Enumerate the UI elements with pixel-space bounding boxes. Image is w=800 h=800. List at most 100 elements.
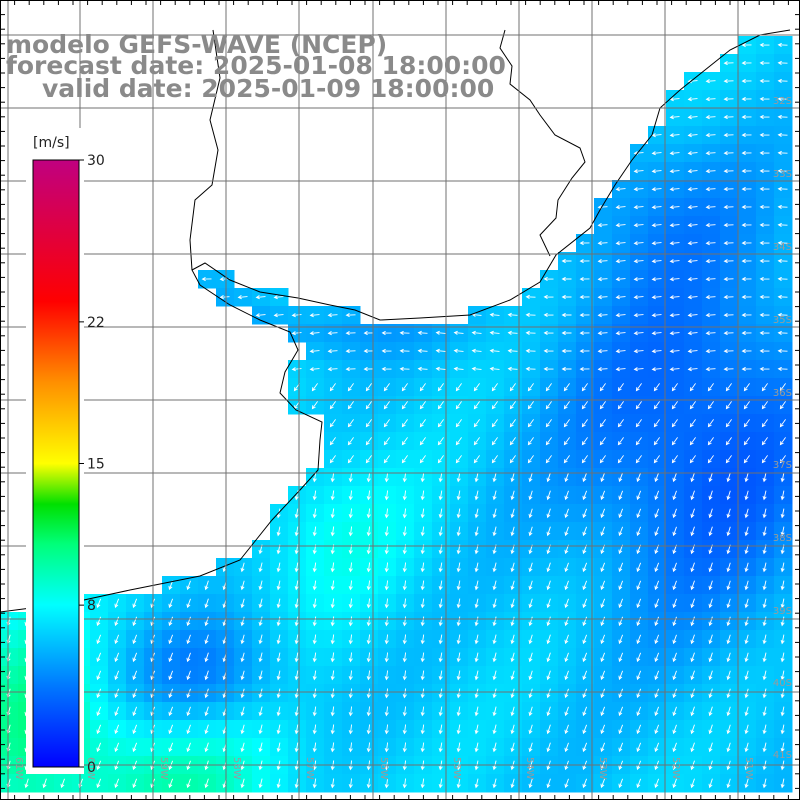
- wind-arrow: [633, 187, 644, 192]
- colorbar: [m/s] 30 22 15 8 0: [26, 128, 105, 776]
- wind-arrow: [510, 616, 515, 627]
- wind-arrow: [636, 562, 642, 573]
- wind-arrow: [636, 670, 642, 681]
- wind-arrow: [383, 383, 390, 392]
- wind-arrow: [615, 349, 626, 354]
- wind-arrow: [672, 706, 677, 717]
- wind-arrow: [399, 330, 410, 335]
- wind-arrow: [527, 437, 534, 446]
- wind-arrow: [759, 114, 770, 120]
- wind-arrow: [186, 580, 191, 591]
- wind-arrow: [651, 277, 662, 282]
- wind-arrow: [564, 688, 569, 699]
- wind-arrow: [348, 562, 353, 573]
- wind-arrow: [401, 383, 408, 392]
- wind-arrow: [725, 401, 732, 410]
- wind-arrow: [636, 598, 642, 609]
- wind-arrow: [546, 598, 551, 609]
- wind-arrow: [564, 706, 569, 717]
- wind-arrow: [654, 508, 660, 519]
- wind-arrow: [273, 313, 284, 318]
- wind-arrow: [669, 115, 680, 120]
- wind-arrow: [582, 580, 588, 591]
- wind-arrow: [420, 580, 425, 591]
- wind-arrow: [759, 96, 770, 102]
- wind-arrow: [690, 508, 695, 519]
- wind-arrow: [435, 366, 446, 371]
- wind-arrow: [618, 652, 624, 663]
- wind-arrow: [456, 490, 461, 501]
- longitude-label: 55W: [451, 757, 462, 780]
- wind-arrow: [363, 366, 374, 372]
- wind-arrow: [294, 616, 299, 627]
- wind-arrow: [204, 778, 209, 789]
- latitude-label: 35S: [773, 315, 792, 326]
- wind-arrow: [654, 742, 660, 753]
- wind-arrow: [636, 490, 642, 501]
- wind-arrow: [168, 688, 174, 699]
- wind-arrow: [402, 670, 407, 681]
- wind-arrow: [402, 526, 407, 537]
- wind-arrow: [726, 688, 731, 699]
- wind-arrow: [96, 742, 102, 753]
- wind-arrow: [762, 580, 767, 591]
- wind-arrow: [528, 652, 533, 663]
- wind-arrow: [492, 742, 497, 753]
- wind-arrow: [347, 437, 354, 446]
- wind-arrow: [419, 419, 426, 428]
- wind-arrow: [672, 580, 677, 591]
- wind-arrow: [168, 778, 174, 789]
- wind-arrow: [600, 508, 606, 519]
- wind-arrow: [474, 652, 479, 663]
- wind-arrow: [474, 778, 479, 789]
- wind-arrow: [366, 598, 371, 609]
- wind-arrow: [240, 616, 245, 627]
- wind-arrow: [726, 490, 731, 501]
- wind-arrow: [258, 616, 263, 627]
- wind-arrow: [741, 330, 752, 336]
- wind-arrow: [777, 258, 788, 263]
- wind-arrow: [582, 598, 588, 609]
- wind-arrow: [365, 383, 372, 392]
- wind-arrow: [654, 706, 660, 717]
- wind-arrow: [311, 383, 318, 392]
- wind-arrow: [653, 437, 660, 446]
- wind-arrow: [510, 562, 515, 573]
- wind-arrow: [564, 724, 569, 735]
- wind-arrow: [705, 115, 716, 120]
- wind-arrow: [615, 313, 626, 318]
- wind-arrow: [618, 598, 624, 609]
- wind-arrow: [510, 724, 515, 735]
- wind-arrow: [669, 223, 680, 228]
- wind-arrow: [348, 526, 353, 537]
- wind-arrow: [615, 277, 626, 282]
- wind-arrow: [759, 132, 770, 138]
- wind-arrow: [383, 437, 390, 446]
- wind-arrow: [599, 419, 606, 428]
- wind-arrow: [348, 598, 353, 609]
- longitude-label: 61W: [13, 757, 24, 780]
- wind-arrow: [600, 742, 606, 753]
- wind-arrow: [687, 295, 698, 300]
- wind-arrow: [707, 419, 714, 428]
- wind-arrow: [672, 670, 677, 681]
- wind-arrow: [561, 312, 572, 318]
- wind-arrow: [690, 580, 695, 591]
- wind-arrow: [438, 598, 443, 609]
- wind-arrow: [636, 706, 642, 717]
- wind-arrow: [600, 778, 606, 789]
- wind-arrow: [438, 472, 443, 483]
- wind-arrow: [527, 455, 534, 464]
- wind-arrow: [780, 724, 785, 735]
- wind-arrow: [420, 706, 425, 717]
- wind-arrow: [294, 778, 299, 789]
- wind-arrow: [474, 724, 479, 735]
- wind-arrow: [420, 652, 425, 663]
- wind-arrow: [687, 151, 698, 156]
- wind-arrow: [617, 383, 624, 392]
- wind-arrow: [762, 724, 767, 735]
- wind-arrow: [723, 169, 734, 174]
- wind-arrow: [402, 778, 407, 789]
- wind-arrow: [690, 778, 695, 789]
- wind-arrow: [543, 330, 554, 335]
